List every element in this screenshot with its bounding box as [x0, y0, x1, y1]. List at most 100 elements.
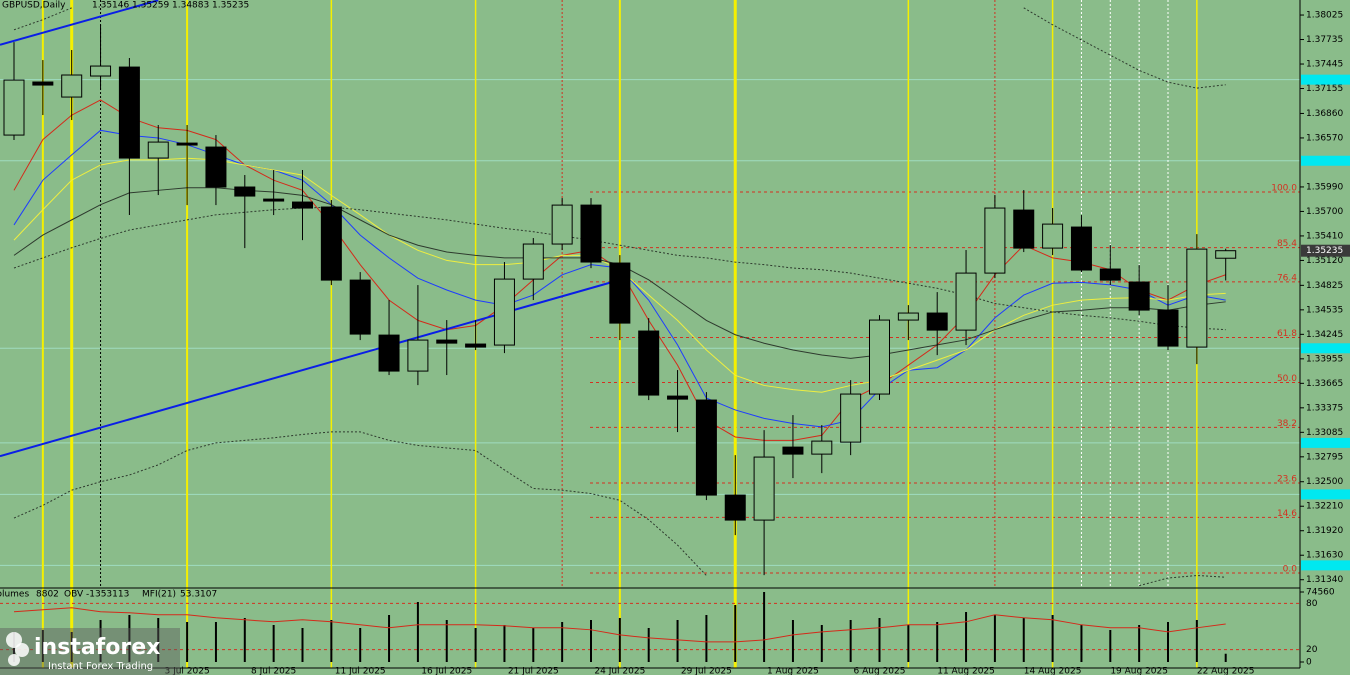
candle-body: [580, 204, 602, 263]
x-tick-label: 16 Jul 2025: [421, 667, 472, 675]
candle-body: [32, 81, 54, 86]
candle-body: [522, 243, 544, 280]
y-tick-label: 1.33375: [1306, 403, 1343, 413]
mfi-line: [13, 607, 1226, 643]
y-tick-label: 1.36570: [1306, 133, 1343, 143]
candle-body: [1013, 209, 1035, 249]
level-box: [1301, 343, 1350, 354]
header-value: 1.34883: [172, 1, 209, 11]
fibo-label: 23.6: [1277, 475, 1297, 485]
y-tick-label: 1.32210: [1306, 502, 1343, 512]
candle-body: [1042, 223, 1064, 249]
logo-dot: [6, 632, 22, 648]
candle-body: [465, 343, 487, 348]
y-tick-label: 1.34825: [1306, 281, 1343, 291]
candle-body: [3, 79, 25, 136]
indicator-line: [13, 431, 707, 576]
candle-body: [263, 198, 285, 202]
mfi-tick-label: 80: [1306, 599, 1318, 609]
candle-body: [1157, 309, 1179, 347]
candle-body: [320, 206, 342, 281]
watermark-tagline: Instant Forex Trading: [48, 661, 153, 672]
header-value: 1.35259: [132, 1, 169, 11]
level-box: [1301, 489, 1350, 500]
watermark-brand: instaforex: [34, 635, 160, 660]
fibo-label: 76.4: [1277, 273, 1297, 283]
candle-body: [493, 278, 515, 346]
candle-body: [724, 494, 746, 521]
y-tick-label: 1.33955: [1306, 354, 1343, 364]
fibo-label: 61.8: [1277, 329, 1297, 339]
x-tick-label: 21 Jul 2025: [508, 667, 559, 675]
y-tick-label: 1.34535: [1306, 305, 1343, 315]
y-tick-label: 1.35990: [1306, 182, 1343, 192]
header-value: 1.35235: [212, 1, 249, 11]
candle-body: [118, 66, 140, 159]
indicator-line: [13, 206, 1226, 331]
candle-body: [1070, 226, 1092, 271]
y-tick-label: 1.37445: [1306, 60, 1343, 70]
candle-body: [292, 201, 313, 209]
level-box: [1301, 560, 1350, 571]
y-tick-label: 1.37155: [1306, 84, 1343, 94]
candle-body: [695, 399, 717, 496]
y-tick-label: 1.34245: [1306, 330, 1343, 340]
header-value: 1.35146: [92, 1, 129, 11]
price-label: 1.35235: [1306, 246, 1343, 256]
fibo-label: 85.4: [1277, 239, 1297, 249]
x-tick-label: 22 Aug 2025: [1197, 667, 1255, 675]
indicator-line: [1139, 574, 1226, 587]
y-tick-label: 1.32500: [1306, 477, 1343, 487]
fibo-label: 100.0: [1271, 184, 1297, 194]
candle-body: [234, 186, 256, 197]
candle-body: [436, 339, 458, 344]
trend-line: [0, 278, 621, 458]
fibo-label: 38.2: [1277, 419, 1297, 429]
price-box: [1301, 244, 1350, 257]
panel-label: 53.3107: [180, 590, 217, 600]
x-tick-label: 8 Jul 2025: [251, 667, 296, 675]
x-tick-label: 1 Aug 2025: [767, 667, 819, 675]
candle-body: [349, 279, 371, 335]
level-box: [1301, 155, 1350, 166]
candle-body: [1099, 268, 1121, 281]
x-tick-label: 24 Jul 2025: [594, 667, 645, 675]
mfi-tick-label: 20: [1306, 645, 1318, 655]
x-tick-label: 29 Jul 2025: [681, 667, 732, 675]
candle-body: [176, 142, 198, 146]
candle-body: [869, 319, 890, 395]
candle-body: [90, 65, 112, 77]
candle-body: [1186, 248, 1208, 348]
candle-body: [407, 339, 429, 372]
candle-body: [1215, 250, 1237, 259]
y-tick-label: 1.31920: [1306, 526, 1343, 536]
watermark-icon: [6, 632, 29, 666]
fibo-label: 0.0: [1283, 564, 1298, 574]
panel-label: OBV: [64, 590, 84, 600]
candle-body: [609, 262, 631, 324]
candle-body: [378, 334, 400, 372]
x-tick-label: 14 Aug 2025: [1024, 667, 1082, 675]
level-box: [1301, 437, 1350, 448]
candle-body: [955, 272, 977, 331]
candle-body: [897, 312, 919, 321]
x-tick-label: 6 Aug 2025: [854, 667, 906, 675]
candle-body: [147, 141, 169, 159]
y-tick-label: 1.35700: [1306, 207, 1343, 217]
candle-body: [782, 446, 804, 455]
panel-label: Volumes: [0, 590, 29, 600]
candle-body: [753, 456, 775, 521]
y-tick-label: 1.35410: [1306, 231, 1343, 241]
x-tick-label: 19 Aug 2025: [1110, 667, 1168, 675]
level-box: [1301, 74, 1350, 85]
logo-dot: [15, 643, 29, 657]
y-tick-label: 1.33085: [1306, 428, 1343, 438]
chart-title: GBPUSD,Daily: [2, 1, 66, 11]
y-tick-label: 1.32795: [1306, 452, 1343, 462]
y-tick-label: 1.33665: [1306, 379, 1343, 389]
x-tick-label: 11 Aug 2025: [937, 667, 995, 675]
volume-tick-label: 74560: [1306, 588, 1335, 598]
x-tick-label: 11 Jul 2025: [335, 667, 386, 675]
